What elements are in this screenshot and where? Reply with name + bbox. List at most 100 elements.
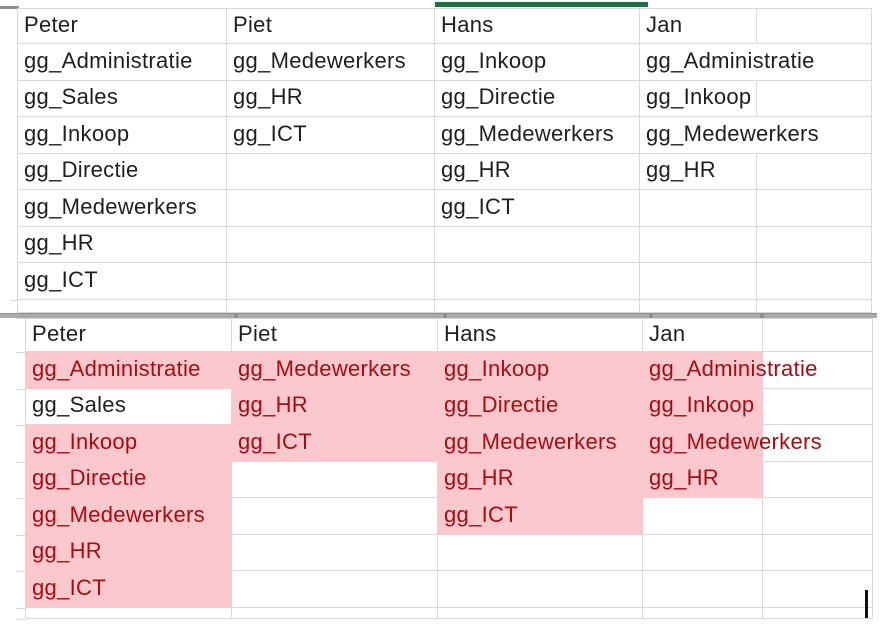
cell-text: gg_HR — [649, 465, 719, 491]
empty-cell[interactable] — [25, 607, 232, 619]
cell[interactable]: gg_Administratie — [25, 352, 232, 389]
empty-cell[interactable] — [763, 534, 873, 571]
cell[interactable]: gg_ICT — [438, 498, 643, 535]
cell[interactable]: gg_Sales — [17, 80, 227, 117]
empty-cell[interactable] — [640, 263, 757, 300]
header-cell-peter[interactable]: Peter — [17, 8, 227, 44]
empty-cell[interactable] — [757, 190, 872, 227]
empty-cell[interactable] — [643, 571, 763, 608]
cell[interactable]: gg_Inkoop — [17, 117, 227, 154]
empty-cell[interactable] — [640, 226, 757, 263]
cell[interactable]: gg_HR — [25, 534, 232, 571]
cell[interactable]: gg_Directie — [435, 80, 640, 117]
empty-cell[interactable] — [757, 80, 872, 117]
cell[interactable]: gg_Administratie — [640, 44, 814, 81]
header-cell-piet[interactable]: Piet — [232, 318, 438, 352]
cell-text: gg_HR — [238, 392, 308, 418]
empty-cell[interactable] — [232, 607, 438, 619]
cell[interactable]: gg_ICT — [17, 263, 227, 300]
cell[interactable]: gg_ICT — [435, 190, 640, 227]
header-cell-piet[interactable]: Piet — [227, 8, 435, 44]
clipped-gridline-stub — [16, 571, 25, 572]
cell-text: gg_Directie — [24, 157, 139, 183]
empty-cell[interactable] — [757, 153, 872, 190]
empty-cell[interactable] — [757, 226, 872, 263]
cell[interactable]: gg_HR — [232, 388, 438, 425]
cell[interactable]: gg_Inkoop — [25, 425, 232, 462]
empty-header-cell[interactable] — [763, 318, 873, 352]
cell[interactable]: gg_Administratie — [17, 44, 227, 81]
empty-cell[interactable] — [438, 607, 643, 619]
empty-cell[interactable] — [227, 153, 435, 190]
empty-cell[interactable] — [227, 299, 435, 313]
header-cell-hans[interactable]: Hans — [438, 318, 643, 352]
empty-cell[interactable] — [232, 571, 438, 608]
cell[interactable]: gg_Medewerkers — [435, 117, 640, 154]
empty-cell[interactable] — [435, 263, 640, 300]
empty-cell[interactable] — [643, 498, 763, 535]
empty-cell[interactable] — [763, 461, 873, 498]
cell[interactable]: gg_Directie — [438, 388, 643, 425]
empty-cell[interactable] — [763, 388, 873, 425]
empty-cell[interactable] — [438, 534, 643, 571]
cell[interactable]: gg_Inkoop — [643, 388, 763, 425]
empty-cell[interactable] — [438, 571, 643, 608]
cell[interactable]: gg_Medewerkers — [25, 498, 232, 535]
empty-cell[interactable] — [763, 425, 873, 462]
empty-cell[interactable] — [763, 607, 873, 619]
cell[interactable]: gg_Administratie — [643, 352, 817, 389]
empty-header-cell[interactable] — [757, 8, 872, 44]
empty-cell[interactable] — [435, 226, 640, 263]
empty-cell[interactable] — [232, 461, 438, 498]
cell-text: gg_Medewerkers — [649, 428, 822, 454]
cell[interactable]: gg_Medewerkers — [438, 425, 643, 462]
cell[interactable]: gg_ICT — [227, 117, 435, 154]
cell[interactable]: gg_HR — [643, 461, 763, 498]
empty-cell[interactable] — [232, 534, 438, 571]
cell-text: gg_Inkoop — [441, 47, 547, 73]
empty-cell[interactable] — [232, 498, 438, 535]
header-cell-jan[interactable]: Jan — [640, 8, 757, 44]
empty-cell[interactable] — [640, 190, 757, 227]
empty-cell[interactable] — [757, 263, 872, 300]
cell[interactable]: gg_HR — [435, 153, 640, 190]
header-cell-hans[interactable]: Hans — [435, 8, 640, 44]
empty-cell[interactable] — [757, 117, 872, 154]
empty-cell[interactable] — [435, 299, 640, 313]
empty-cell[interactable] — [17, 299, 227, 313]
empty-cell[interactable] — [763, 498, 873, 535]
empty-cell[interactable] — [757, 299, 872, 313]
cell-text: gg_Medewerkers — [444, 428, 617, 454]
cell[interactable]: gg_Inkoop — [640, 80, 757, 117]
empty-cell[interactable] — [763, 352, 873, 389]
cell[interactable]: gg_Medewerkers — [17, 190, 227, 227]
header-cell-peter[interactable]: Peter — [25, 318, 232, 352]
cell[interactable]: gg_Medewerkers — [227, 44, 435, 81]
cell-text: gg_Inkoop — [24, 120, 130, 146]
empty-cell[interactable] — [227, 263, 435, 300]
cell[interactable]: gg_Medewerkers — [232, 352, 438, 389]
cell[interactable]: gg_ICT — [232, 425, 438, 462]
empty-cell[interactable] — [227, 190, 435, 227]
cell[interactable]: gg_Directie — [17, 153, 227, 190]
cell[interactable]: gg_Directie — [25, 461, 232, 498]
cell[interactable]: gg_HR — [17, 226, 227, 263]
cell[interactable]: gg_Medewerkers — [640, 117, 819, 154]
empty-cell[interactable] — [763, 571, 873, 608]
empty-cell[interactable] — [757, 44, 872, 81]
cell[interactable]: gg_Medewerkers — [643, 425, 822, 462]
cell[interactable]: gg_Inkoop — [435, 44, 640, 81]
cell-text: Hans — [441, 12, 494, 37]
cell[interactable]: gg_HR — [640, 153, 757, 190]
cell-text: gg_Inkoop — [649, 392, 755, 418]
cell[interactable]: gg_ICT — [25, 571, 232, 608]
empty-cell[interactable] — [227, 226, 435, 263]
cell[interactable]: gg_Inkoop — [438, 352, 643, 389]
empty-cell[interactable] — [640, 299, 757, 313]
cell[interactable]: gg_HR — [227, 80, 435, 117]
empty-cell[interactable] — [643, 607, 763, 619]
empty-cell[interactable] — [643, 534, 763, 571]
cell[interactable]: gg_HR — [438, 461, 643, 498]
cell[interactable]: gg_Sales — [25, 388, 232, 425]
header-cell-jan[interactable]: Jan — [643, 318, 763, 352]
